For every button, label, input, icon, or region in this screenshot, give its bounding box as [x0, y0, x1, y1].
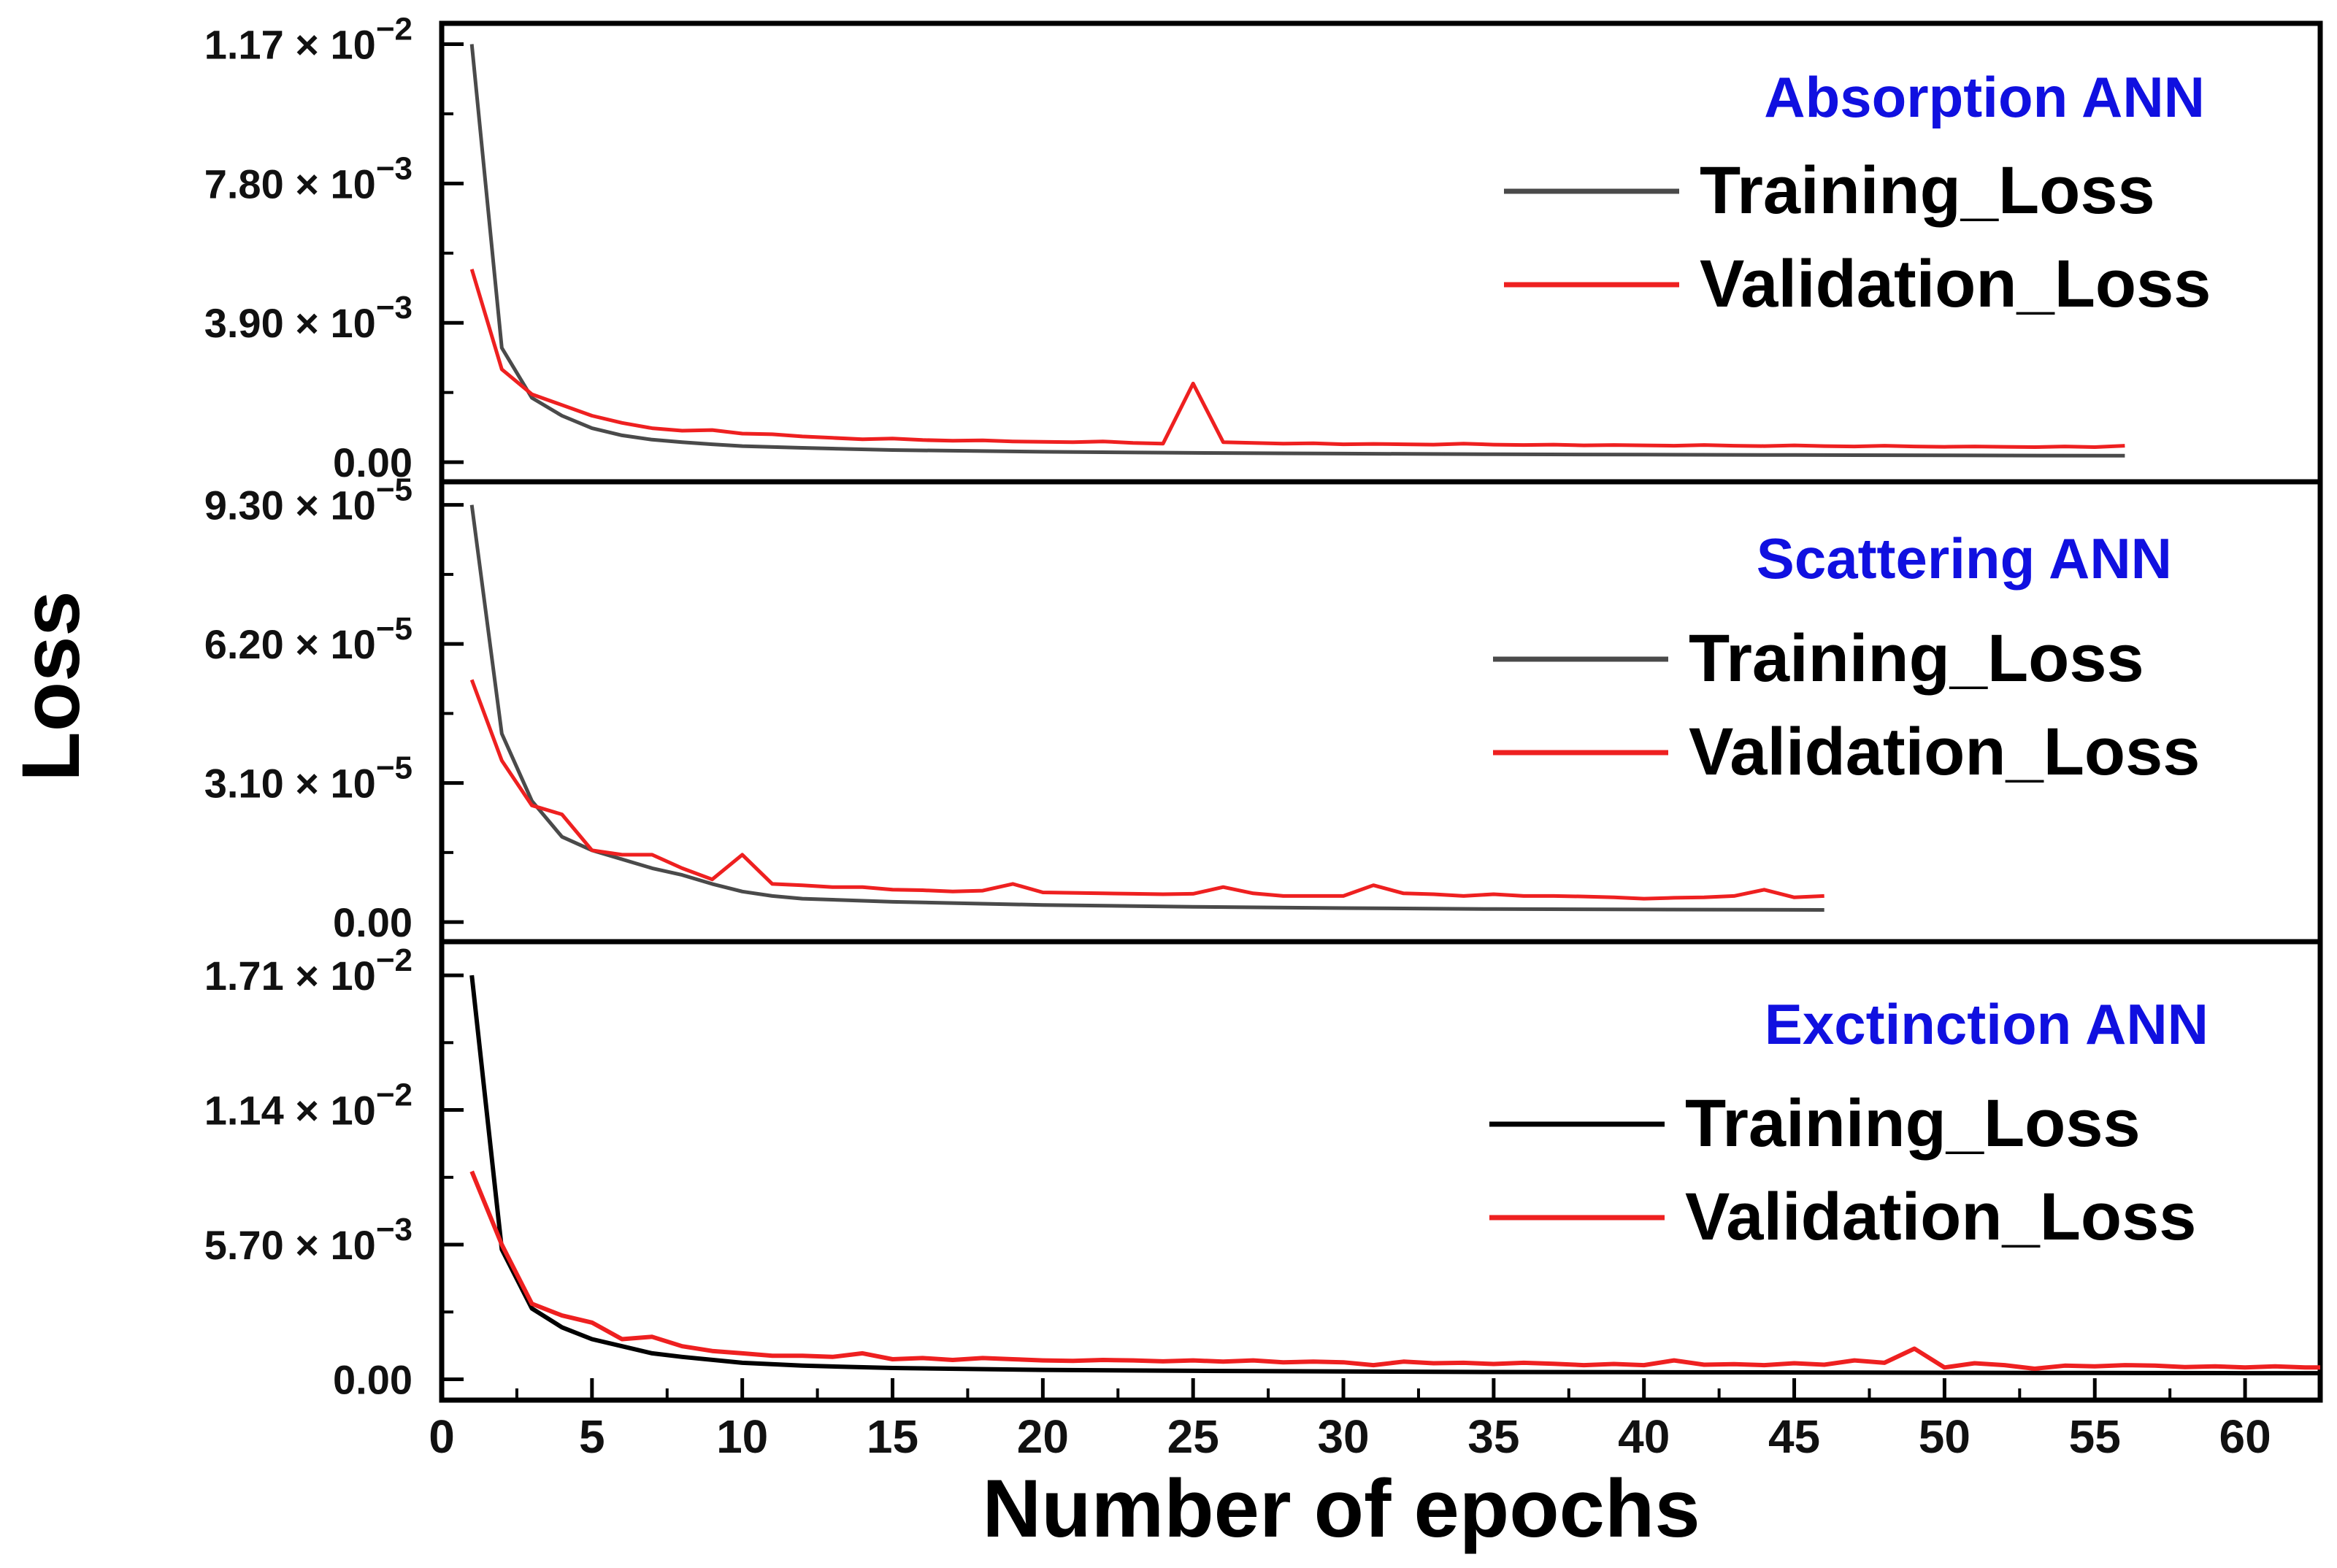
- y-tick-mantissa: 0.00: [333, 1357, 412, 1403]
- series-line-training-loss: [469, 504, 1824, 912]
- y-tick-exponent: −2: [376, 1077, 412, 1113]
- y-tick-label: 1.17 × 10−2: [204, 11, 412, 67]
- y-tick-exponent: −2: [376, 942, 412, 978]
- y-tick-mantissa: 3.90 × 10: [204, 300, 376, 346]
- panel-3: 0.005.70 × 10−31.14 × 10−21.71 × 10−2Exc…: [204, 939, 2323, 1403]
- series-line-validation-loss: [469, 1170, 2320, 1371]
- y-tick-label: 0.00: [333, 1357, 412, 1403]
- y-tick-mantissa: 0.00: [333, 439, 412, 485]
- x-tick-label: 35: [1467, 1410, 1519, 1463]
- y-tick-label: 7.80 × 10−3: [204, 150, 412, 207]
- x-tick-label: 25: [1167, 1410, 1219, 1463]
- y-tick-mantissa: 5.70 × 10: [204, 1222, 376, 1268]
- y-tick-mantissa: 3.10 × 10: [204, 761, 376, 807]
- panel-title: Scattering ANN: [1757, 526, 2172, 591]
- x-tick-label: 10: [716, 1410, 768, 1463]
- y-tick-label: 5.70 × 10−3: [204, 1212, 412, 1268]
- y-tick-label: 0.00: [333, 899, 412, 945]
- legend-label: Validation_Loss: [1685, 1180, 2196, 1254]
- x-axis: 0 5 10 15 20 25 30 35 40 45 50 55 60: [429, 1378, 2322, 1463]
- y-tick-exponent: −3: [376, 290, 412, 326]
- y-tick-exponent: −5: [376, 750, 412, 786]
- plot-panels: 0.003.90 × 10−37.80 × 10−31.17 × 10−2Abs…: [204, 11, 2323, 1403]
- y-axis-title: Loss: [5, 591, 96, 781]
- x-tick-label: 55: [2069, 1410, 2121, 1463]
- legend-label: Training_Loss: [1700, 153, 2155, 228]
- series-line-validation-loss: [469, 269, 2125, 449]
- y-tick-mantissa: 1.71 × 10: [204, 953, 376, 999]
- legend-label: Training_Loss: [1685, 1086, 2141, 1161]
- y-tick-mantissa: 0.00: [333, 899, 412, 945]
- y-tick-exponent: −3: [376, 150, 412, 186]
- x-tick-label: 30: [1317, 1410, 1369, 1463]
- x-tick-label: 60: [2219, 1410, 2271, 1463]
- legend-label: Validation_Loss: [1689, 715, 2200, 789]
- panel-1: 0.003.90 × 10−37.80 × 10−31.17 × 10−2Abs…: [204, 11, 2323, 485]
- legend-label: Validation_Loss: [1700, 247, 2211, 321]
- x-tick-label: 20: [1017, 1410, 1069, 1463]
- y-tick-mantissa: 6.20 × 10: [204, 621, 376, 667]
- x-tick-label: 50: [1919, 1410, 1970, 1463]
- panel-title: Exctinction ANN: [1765, 992, 2209, 1056]
- y-tick-mantissa: 7.80 × 10: [204, 161, 376, 207]
- x-axis-title: Number of epochs: [982, 1463, 1700, 1554]
- y-tick-label: 6.20 × 10−5: [204, 611, 412, 667]
- y-tick-exponent: −5: [376, 472, 412, 508]
- y-tick-label: 1.14 × 10−2: [204, 1077, 412, 1134]
- y-tick-label: 0.00: [333, 439, 412, 485]
- series-line-validation-loss: [469, 679, 1824, 901]
- y-tick-mantissa: 9.30 × 10: [204, 483, 376, 529]
- y-tick-mantissa: 1.17 × 10: [204, 21, 376, 67]
- y-tick-label: 3.90 × 10−3: [204, 290, 412, 346]
- y-tick-exponent: −5: [376, 611, 412, 647]
- y-tick-label: 1.71 × 10−2: [204, 942, 412, 999]
- x-tick-label: 45: [1768, 1410, 1820, 1463]
- y-tick-label: 9.30 × 10−5: [204, 472, 412, 529]
- y-tick-exponent: −3: [376, 1212, 412, 1248]
- series-line-training-loss: [469, 44, 2125, 458]
- x-tick-label: 15: [867, 1410, 918, 1463]
- legend-label: Training_Loss: [1689, 621, 2144, 696]
- panel-2: 0.003.10 × 10−56.20 × 10−59.30 × 10−5Sca…: [204, 472, 2323, 945]
- panel-title: Absorption ANN: [1764, 65, 2205, 129]
- x-tick-label: 40: [1618, 1410, 1670, 1463]
- x-tick-label: 0: [429, 1410, 455, 1463]
- x-tick-label: 5: [579, 1410, 605, 1463]
- panel-frame: [439, 939, 2323, 1403]
- y-tick-label: 3.10 × 10−5: [204, 750, 412, 807]
- series-line-training-loss: [469, 975, 2320, 1376]
- y-tick-mantissa: 1.14 × 10: [204, 1088, 376, 1134]
- y-tick-exponent: −2: [376, 11, 412, 47]
